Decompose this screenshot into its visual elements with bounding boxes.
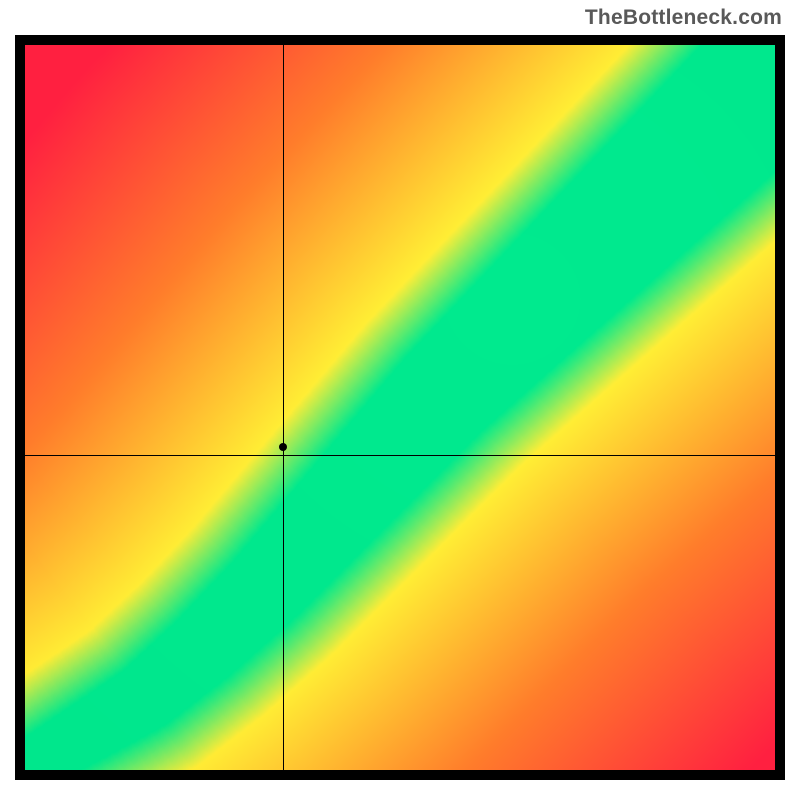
page-container: TheBottleneck.com xyxy=(0,0,800,800)
watermark-text: TheBottleneck.com xyxy=(585,6,782,30)
crosshair-horizontal xyxy=(25,455,775,456)
chart-area xyxy=(25,45,775,770)
crosshair-vertical xyxy=(283,45,284,770)
bottleneck-heatmap xyxy=(25,45,775,770)
chart-frame xyxy=(15,35,785,780)
selection-marker xyxy=(279,443,287,451)
